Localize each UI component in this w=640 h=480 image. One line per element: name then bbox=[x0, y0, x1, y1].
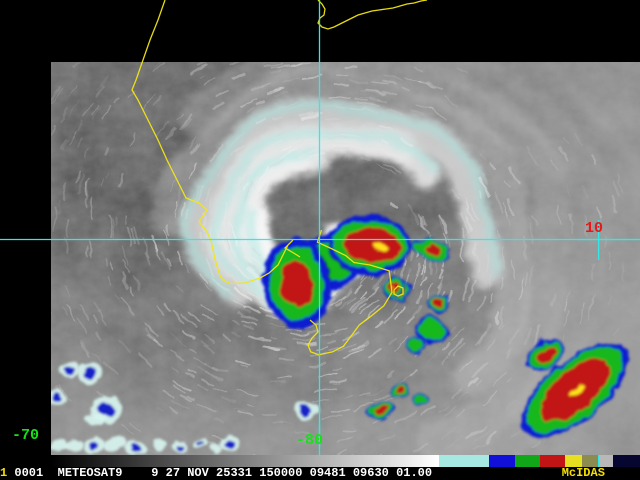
svg-text:10: 10 bbox=[585, 220, 603, 237]
svg-text:-70: -70 bbox=[12, 427, 39, 444]
svg-text:-80: -80 bbox=[296, 432, 323, 449]
